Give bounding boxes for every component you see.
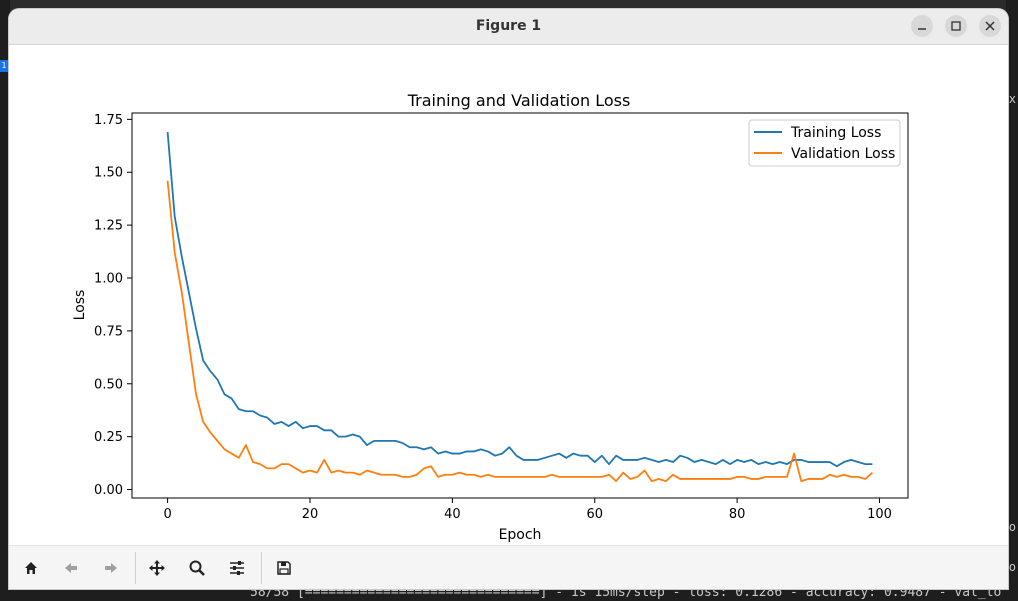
y-tick-label: 1.00 [94, 272, 123, 287]
x-tick-label: 20 [302, 507, 319, 522]
forward-button[interactable] [97, 554, 125, 582]
maximize-button[interactable] [945, 15, 967, 37]
figure-canvas[interactable]: Training and Validation Loss 0 20 40 60 80 10… [9, 45, 1008, 545]
terminal-glyph: o [1008, 560, 1016, 574]
x-tick-label: 80 [729, 507, 746, 522]
loss-chart: Training and Validation Loss 0 20 40 60 80 10… [72, 91, 909, 543]
figure-window: Figure 1 Training and Validation Loss 0 2… [9, 9, 1008, 589]
background-terminal-left [0, 0, 10, 601]
terminal-glyph: o [1008, 520, 1016, 534]
legend-box [748, 119, 901, 167]
x-tick-label: 100 [867, 507, 892, 522]
x-tick-label: 40 [444, 507, 461, 522]
forward-arrow-icon [105, 563, 117, 573]
window-title: Figure 1 [475, 18, 542, 34]
x-axis-ticks: 0 20 40 60 80 100 [163, 498, 892, 522]
close-icon [985, 21, 995, 31]
y-tick-label: 0.50 [94, 377, 123, 392]
plot-frame [131, 112, 909, 499]
pan-button[interactable] [143, 554, 171, 582]
legend: Training Loss Validation Loss [748, 119, 901, 167]
minimize-button[interactable] [911, 15, 933, 37]
configure-subplots-icon [230, 561, 244, 575]
toolbar-separator [261, 552, 262, 584]
y-tick-label: 1.75 [94, 113, 123, 128]
chart-title: Training and Validation Loss [407, 91, 631, 110]
y-tick-label: 0.00 [94, 483, 123, 498]
series-lines [166, 131, 873, 482]
y-axis-ticks: 0.00 0.25 0.50 0.75 1.00 1.25 1.50 1.75 [94, 113, 132, 498]
x-tick-label: 60 [586, 507, 603, 522]
training-loss-line [166, 131, 873, 468]
back-button[interactable] [57, 554, 85, 582]
pan-icon [149, 560, 165, 576]
zoom-icon [189, 560, 205, 576]
zoom-button[interactable] [183, 554, 211, 582]
configure-subplots-button[interactable] [223, 554, 251, 582]
home-icon [25, 562, 37, 574]
minimize-icon [918, 28, 926, 30]
x-tick-label: 0 [163, 507, 171, 522]
y-tick-label: 0.25 [94, 430, 123, 445]
maximize-icon [951, 21, 961, 31]
x-axis-label: Epoch [499, 527, 542, 543]
matplotlib-toolbar [9, 545, 1008, 589]
back-arrow-icon [65, 563, 77, 573]
background-terminal-right: x o o [1006, 0, 1018, 601]
y-tick-label: 1.50 [94, 166, 123, 181]
validation-loss-line [166, 180, 873, 482]
toolbar-separator [135, 552, 136, 584]
notification-badge: 1 [0, 60, 8, 72]
terminal-glyph: x [1008, 92, 1016, 106]
legend-label-training: Training Loss [790, 125, 881, 141]
close-button[interactable] [979, 15, 1001, 37]
save-button[interactable] [270, 554, 298, 582]
y-axis-label: Loss [72, 290, 88, 321]
legend-label-validation: Validation Loss [791, 146, 895, 162]
y-tick-label: 1.25 [94, 219, 123, 234]
y-tick-label: 0.75 [94, 324, 123, 339]
title-bar[interactable]: Figure 1 [9, 9, 1008, 45]
home-button[interactable] [17, 554, 45, 582]
save-icon [277, 561, 291, 575]
